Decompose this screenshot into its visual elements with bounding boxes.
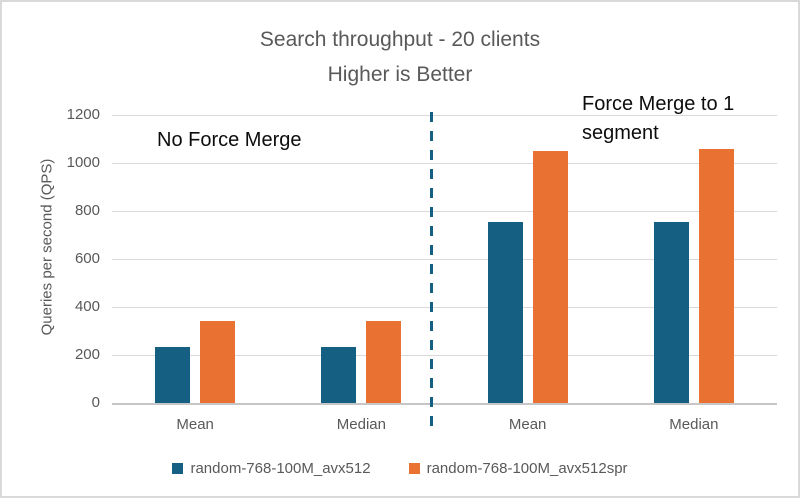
bar-group-mean-0 [112, 115, 278, 403]
legend-item-random-768-100M_avx512spr: random-768-100M_avx512spr [408, 460, 628, 477]
gridline [112, 259, 777, 260]
y-tick-label: 600 [74, 250, 100, 267]
bar-random-768-100M_avx512spr-median-1 [366, 321, 402, 403]
x-axis-line [112, 403, 777, 405]
gridline [112, 163, 777, 164]
y-tick-label: 200 [74, 346, 100, 363]
bar-random-768-100M_avx512spr-median-3 [698, 148, 734, 403]
legend-swatch-random-768-100M_avx512 [172, 463, 184, 474]
gridline [112, 355, 777, 356]
chart-title: Search throughput - 20 clients Higher is… [2, 22, 798, 92]
y-tick-label: 0 [91, 394, 100, 411]
x-category-label-1: Median [336, 416, 386, 433]
bar-random-768-100M_avx512spr-mean-2 [532, 151, 568, 403]
bar-group-mean-2 [445, 115, 611, 403]
bar-random-768-100M_avx512-mean-2 [487, 221, 523, 403]
y-tick-label: 1000 [66, 154, 100, 171]
y-tick-label: 800 [74, 202, 100, 219]
chart-title-line2: Higher is Better [327, 63, 473, 86]
bar-random-768-100M_avx512-median-1 [321, 346, 357, 403]
y-tick-label: 1200 [66, 106, 100, 123]
y-tick-label: 400 [74, 298, 100, 315]
group-divider-dashed-line [430, 112, 433, 430]
x-category-label-3: Median [669, 416, 719, 433]
annotation-force-merge: Force Merge to 1 segment [582, 90, 734, 148]
x-category-label-0: Mean [176, 416, 214, 433]
bar-group-median-1 [278, 115, 444, 403]
legend: random-768-100M_avx512 random-768-100M_av… [2, 460, 798, 477]
legend-item-random-768-100M_avx512: random-768-100M_avx512 [172, 460, 371, 477]
bar-group-median-3 [611, 115, 777, 403]
bar-random-768-100M_avx512-median-3 [653, 221, 689, 403]
bar-groups [112, 115, 777, 403]
annotation-force-merge-line1: Force Merge to 1 [582, 93, 735, 115]
legend-label: random-768-100M_avx512spr [426, 460, 628, 477]
gridline [112, 115, 777, 116]
x-category-label-2: Mean [508, 416, 547, 433]
chart-title-line1: Search throughput - 20 clients [259, 28, 541, 51]
annotation-force-merge-line2: segment [582, 122, 659, 144]
legend-label: random-768-100M_avx512 [190, 460, 371, 477]
x-axis-category-labels: Mean Median Mean Median [112, 416, 777, 433]
plot-area [112, 115, 777, 405]
bar-random-768-100M_avx512spr-mean-0 [200, 321, 236, 403]
annotation-no-force-merge: No Force Merge [157, 129, 302, 151]
bar-random-768-100M_avx512-mean-0 [155, 346, 191, 403]
gridline [112, 307, 777, 308]
gridline [112, 211, 777, 212]
legend-swatch-random-768-100M_avx512spr [408, 463, 420, 474]
